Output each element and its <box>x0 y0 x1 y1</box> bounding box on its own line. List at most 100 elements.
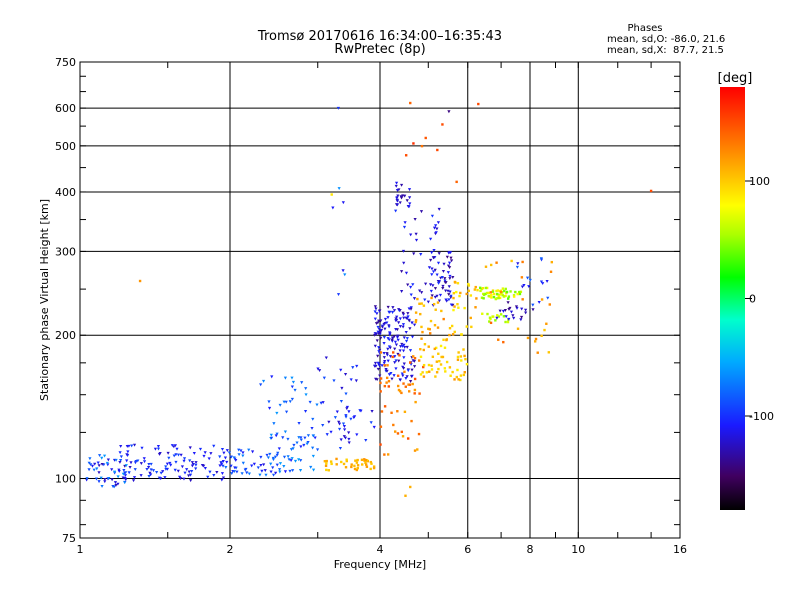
data-point <box>403 345 407 349</box>
data-point <box>315 448 320 452</box>
data-point <box>512 316 516 320</box>
data-point <box>491 290 495 293</box>
data-point <box>408 327 412 331</box>
y-tick-label: 750 <box>55 56 76 69</box>
data-point <box>406 283 410 287</box>
data-point <box>325 462 328 465</box>
data-point <box>398 201 402 205</box>
data-point <box>347 410 351 414</box>
data-point <box>469 316 472 320</box>
data-point <box>410 368 414 372</box>
data-point <box>492 292 496 296</box>
data-point <box>426 300 430 304</box>
data-point <box>133 468 137 471</box>
data-point <box>485 291 489 295</box>
data-point <box>401 374 405 378</box>
data-point <box>378 374 382 378</box>
data-point <box>458 294 461 298</box>
data-point <box>233 466 237 470</box>
data-point <box>392 335 396 338</box>
data-point <box>435 227 439 231</box>
data-point <box>411 283 415 287</box>
data-point <box>516 327 520 330</box>
data-point <box>380 325 385 329</box>
data-point <box>119 455 123 459</box>
data-point <box>449 294 453 298</box>
data-point <box>123 474 128 478</box>
data-point <box>378 309 382 313</box>
data-point <box>456 355 460 359</box>
data-point <box>406 369 410 373</box>
data-point <box>192 452 196 455</box>
data-point <box>452 308 455 312</box>
data-point <box>289 459 293 463</box>
data-point <box>545 279 549 283</box>
data-point <box>190 469 194 473</box>
data-point <box>176 469 180 473</box>
data-point <box>340 386 344 390</box>
data-point <box>313 436 317 440</box>
data-point <box>142 457 146 461</box>
data-point <box>132 443 137 447</box>
data-point <box>419 373 423 376</box>
data-point <box>327 420 331 424</box>
data-point <box>443 279 447 283</box>
data-point <box>203 466 207 470</box>
data-point <box>330 193 333 196</box>
data-point <box>379 381 382 385</box>
data-point <box>306 434 311 438</box>
data-point <box>444 289 448 293</box>
data-point <box>335 457 338 461</box>
data-point <box>414 238 419 242</box>
data-point <box>175 447 179 451</box>
data-point <box>520 276 524 279</box>
data-point <box>369 460 373 464</box>
data-point <box>245 471 249 475</box>
data-point <box>390 338 394 342</box>
colorbar-label: [deg] <box>718 71 753 86</box>
data-point <box>387 385 391 388</box>
data-point <box>382 361 386 365</box>
data-point <box>462 373 466 377</box>
data-point <box>124 464 128 468</box>
data-point <box>316 367 320 371</box>
y-tick-label: 100 <box>55 473 76 486</box>
data-point <box>504 315 508 319</box>
data-point <box>298 469 303 472</box>
chart-title-line1: Tromsø 20170616 16:34:00–16:35:43 <box>257 29 502 44</box>
data-point <box>99 476 103 480</box>
data-point <box>501 287 505 290</box>
data-point <box>404 339 409 343</box>
data-point <box>485 286 489 290</box>
data-point <box>374 377 378 381</box>
data-point <box>329 430 333 434</box>
data-point <box>363 459 366 462</box>
data-point <box>329 460 333 463</box>
x-tick-label: 4 <box>377 543 384 556</box>
data-point <box>125 459 129 463</box>
data-point <box>190 464 195 468</box>
data-point <box>418 289 422 293</box>
data-point <box>377 346 381 350</box>
data-point <box>422 348 425 352</box>
data-point <box>344 466 348 469</box>
data-point <box>439 344 443 348</box>
data-point <box>97 480 101 484</box>
data-point <box>373 364 377 368</box>
data-point <box>407 205 411 209</box>
data-point <box>321 423 325 427</box>
data-point <box>304 393 308 397</box>
data-point <box>277 468 282 472</box>
data-point <box>302 443 306 447</box>
data-point <box>396 352 400 356</box>
data-point <box>385 381 388 384</box>
data-point <box>379 377 383 380</box>
data-point <box>448 274 452 278</box>
data-point <box>145 467 149 471</box>
data-point <box>389 372 393 375</box>
data-point <box>100 485 104 488</box>
data-point <box>409 101 412 105</box>
data-point <box>111 485 115 488</box>
data-point <box>235 470 239 474</box>
